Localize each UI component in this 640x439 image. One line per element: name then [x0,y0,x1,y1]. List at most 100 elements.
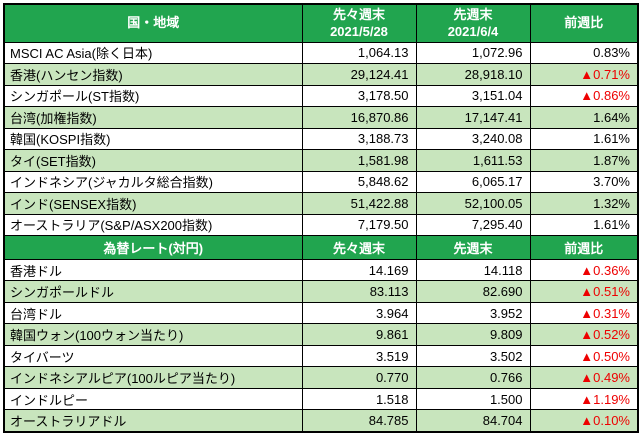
value-last-week: 14.118 [415,258,531,282]
row-label: オーストラリア(S&P/ASX200指数) [3,213,303,237]
value-two-weeks-ago: 51,422.88 [301,192,417,215]
value-two-weeks-ago: 3.964 [301,301,417,325]
row-label: 香港ドル [3,258,303,282]
header-country-region: 国・地域 [3,3,303,43]
fx-row: オーストラリアドル 84.785 84.704 ▲0.10% [3,409,639,433]
value-week-change: ▲0.51% [529,280,639,303]
header-fx-rate: 為替レート(対円) [3,235,303,260]
value-last-week: 6,065.17 [415,170,531,194]
value-two-weeks-ago: 3,188.73 [301,127,417,151]
value-week-change: 1.61% [529,127,639,151]
stock-row: 香港(ハンセン指数) 29,124.41 28,918.10 ▲0.71% [3,63,639,86]
value-week-change: ▲0.52% [529,323,639,346]
value-last-week: 3,151.04 [415,84,531,108]
fx-row: シンガポールドル 83.113 82.690 ▲0.51% [3,280,639,303]
value-last-week: 9.809 [415,323,531,346]
value-week-change: 1.64% [529,106,639,129]
value-last-week: 52,100.05 [415,192,531,215]
indices-and-fx-table: 国・地域 先々週末 2021/5/28 先週末 2021/6/4 前週比 MSC… [3,3,639,433]
value-week-change: 1.61% [529,213,639,237]
row-label: シンガポールドル [3,280,303,303]
row-label: オーストラリアドル [3,409,303,433]
value-week-change: ▲0.71% [529,63,639,86]
row-label: MSCI AC Asia(除く日本) [3,41,303,65]
stock-row: インド(SENSEX指数) 51,422.88 52,100.05 1.32% [3,192,639,215]
value-two-weeks-ago: 1.518 [301,387,417,411]
stock-row: シンガポール(ST指数) 3,178.50 3,151.04 ▲0.86% [3,84,639,108]
row-label: タイ(SET指数) [3,149,303,172]
value-last-week: 7,295.40 [415,213,531,237]
value-two-weeks-ago: 83.113 [301,280,417,303]
value-week-change: ▲0.10% [529,409,639,433]
value-last-week: 3,240.08 [415,127,531,151]
value-two-weeks-ago: 5,848.62 [301,170,417,194]
stock-table-header-row: 国・地域 先々週末 2021/5/28 先週末 2021/6/4 前週比 [3,3,639,43]
value-last-week: 1,611.53 [415,149,531,172]
value-week-change: ▲0.36% [529,258,639,282]
value-two-weeks-ago: 1,581.98 [301,149,417,172]
value-last-week: 1.500 [415,387,531,411]
value-week-change: 1.87% [529,149,639,172]
value-week-change: 0.83% [529,41,639,65]
row-label: タイバーツ [3,344,303,368]
value-week-change: ▲1.19% [529,387,639,411]
header-fx-two-weeks-ago: 先々週末 [301,235,417,260]
fx-row: 香港ドル 14.169 14.118 ▲0.36% [3,258,639,282]
value-last-week: 0.766 [415,366,531,389]
stock-row: インドネシア(ジャカルタ総合指数) 5,848.62 6,065.17 3.70% [3,170,639,194]
row-label: 韓国(KOSPI指数) [3,127,303,151]
stock-row: MSCI AC Asia(除く日本) 1,064.13 1,072.96 0.83% [3,41,639,65]
row-label: インドルピー [3,387,303,411]
value-week-change: ▲0.31% [529,301,639,325]
row-label: 韓国ウォン(100ウォン当たり) [3,323,303,346]
stock-row: タイ(SET指数) 1,581.98 1,611.53 1.87% [3,149,639,172]
market-data-panel: 国・地域 先々週末 2021/5/28 先週末 2021/6/4 前週比 MSC… [3,3,639,433]
value-last-week: 3.502 [415,344,531,368]
fx-rate-rows: 香港ドル 14.169 14.118 ▲0.36% シンガポールドル 83.113 82.6… [3,258,639,433]
row-label: インドネシア(ジャカルタ総合指数) [3,170,303,194]
row-label: 香港(ハンセン指数) [3,63,303,86]
fx-row: 台湾ドル 3.964 3.952 ▲0.31% [3,301,639,325]
stock-row: 台湾(加権指数) 16,870.86 17,147.41 1.64% [3,106,639,129]
value-week-change: ▲0.49% [529,366,639,389]
value-week-change: ▲0.86% [529,84,639,108]
value-last-week: 28,918.10 [415,63,531,86]
stock-row: 韓国(KOSPI指数) 3,188.73 3,240.08 1.61% [3,127,639,151]
value-week-change: 3.70% [529,170,639,194]
value-two-weeks-ago: 14.169 [301,258,417,282]
row-label: インドネシアルピア(100ルピア当たり) [3,366,303,389]
value-last-week: 82.690 [415,280,531,303]
stock-row: オーストラリア(S&P/ASX200指数) 7,179.50 7,295.40 1.6… [3,213,639,237]
fx-row: インドルピー 1.518 1.500 ▲1.19% [3,387,639,411]
fx-row: タイバーツ 3.519 3.502 ▲0.50% [3,344,639,368]
row-label: 台湾ドル [3,301,303,325]
value-two-weeks-ago: 0.770 [301,366,417,389]
fx-row: 韓国ウォン(100ウォン当たり) 9.861 9.809 ▲0.52% [3,323,639,346]
value-two-weeks-ago: 9.861 [301,323,417,346]
header-fx-last-week: 先週末 [415,235,531,260]
value-week-change: 1.32% [529,192,639,215]
header-two-weeks-ago-label: 先々週末 [332,6,385,22]
value-two-weeks-ago: 3.519 [301,344,417,368]
value-two-weeks-ago: 3,178.50 [301,84,417,108]
fx-table-header: 為替レート(対円) 先々週末 先週末 前週比 [3,235,639,260]
header-week-over-week: 前週比 [529,3,639,43]
row-label: 台湾(加権指数) [3,106,303,129]
header-two-weeks-ago-date: 2021/5/28 [330,24,388,40]
header-last-week-date: 2021/6/4 [447,24,499,40]
value-two-weeks-ago: 7,179.50 [301,213,417,237]
header-last-week-label: 先週末 [453,6,493,22]
header-two-weeks-ago: 先々週末 2021/5/28 [301,3,417,43]
fx-table-header-row: 為替レート(対円) 先々週末 先週末 前週比 [3,235,639,260]
value-two-weeks-ago: 16,870.86 [301,106,417,129]
value-two-weeks-ago: 29,124.41 [301,63,417,86]
row-label: シンガポール(ST指数) [3,84,303,108]
value-last-week: 84.704 [415,409,531,433]
row-label: インド(SENSEX指数) [3,192,303,215]
value-two-weeks-ago: 84.785 [301,409,417,433]
value-last-week: 3.952 [415,301,531,325]
value-last-week: 17,147.41 [415,106,531,129]
fx-row: インドネシアルピア(100ルピア当たり) 0.770 0.766 ▲0.49% [3,366,639,389]
value-two-weeks-ago: 1,064.13 [301,41,417,65]
header-fx-week-over-week: 前週比 [529,235,639,260]
